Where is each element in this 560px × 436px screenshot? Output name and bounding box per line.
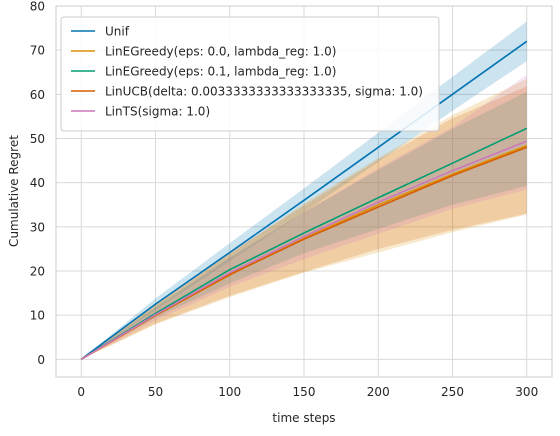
x-tick-label: 0 bbox=[77, 385, 85, 399]
y-tick-label: 80 bbox=[30, 0, 45, 14]
series-lines bbox=[80, 40, 528, 360]
y-tick-label: 40 bbox=[30, 176, 45, 190]
line-series-4 bbox=[80, 140, 528, 360]
y-tick-label: 10 bbox=[30, 309, 45, 323]
y-tick-label: 50 bbox=[30, 132, 45, 146]
y-tick-label: 30 bbox=[30, 220, 45, 234]
y-tick-label: 0 bbox=[37, 353, 45, 367]
y-tick-label: 70 bbox=[30, 44, 45, 58]
legend-label-1: LinEGreedy(eps: 0.0, lambda_reg: 1.0) bbox=[105, 45, 336, 59]
x-tick-label: 300 bbox=[515, 385, 538, 399]
line-series-0 bbox=[80, 40, 528, 360]
band-series-4 bbox=[81, 74, 527, 360]
y-axis-ticks: 0 10 20 30 40 50 60 70 80 bbox=[30, 0, 45, 367]
y-tick-label: 20 bbox=[30, 265, 45, 279]
x-tick-label: 150 bbox=[293, 385, 316, 399]
legend-label-0: Unif bbox=[105, 25, 130, 39]
legend-box bbox=[60, 16, 440, 132]
x-tick-label: 50 bbox=[148, 385, 163, 399]
legend: Unif LinEGreedy(eps: 0.0, lambda_reg: 1.0… bbox=[60, 16, 440, 132]
x-tick-label: 100 bbox=[218, 385, 241, 399]
legend-label-4: LinTS(sigma: 1.0) bbox=[105, 105, 210, 119]
axes-border bbox=[55, 5, 553, 378]
x-tick-label: 200 bbox=[367, 385, 390, 399]
line-series-2 bbox=[80, 127, 528, 360]
legend-label-3: LinUCB(delta: 0.0033333333333333335, sig… bbox=[105, 85, 423, 99]
x-axis-ticks: 0 50 100 150 200 250 300 bbox=[77, 385, 538, 399]
plot-frame bbox=[55, 5, 553, 378]
legend-label-2: LinEGreedy(eps: 0.1, lambda_reg: 1.0) bbox=[105, 65, 336, 79]
x-axis-label: time steps bbox=[272, 411, 335, 425]
band-series-1 bbox=[81, 78, 527, 360]
x-tick-label: 250 bbox=[441, 385, 464, 399]
y-axis-label: Cumulative Regret bbox=[7, 135, 21, 247]
y-tick-label: 60 bbox=[30, 88, 45, 102]
